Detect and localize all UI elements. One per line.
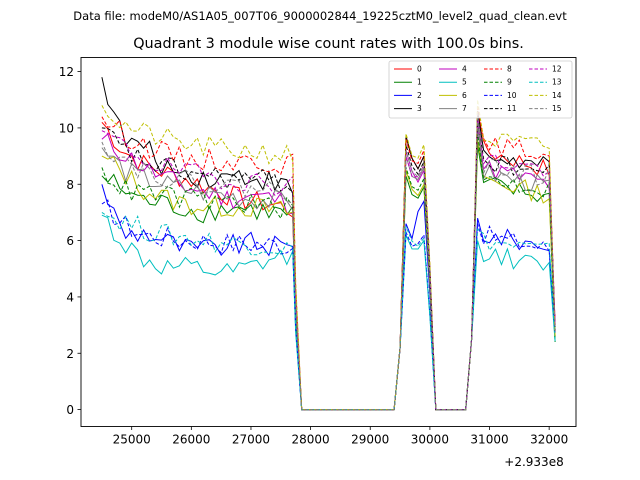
x-tick-label: 32000 [530, 433, 568, 447]
x-tick-label: 25000 [113, 433, 151, 447]
x-tick-label: 30000 [411, 433, 449, 447]
y-tick-label: 8 [66, 178, 74, 192]
legend-frame [388, 60, 573, 119]
series-line-5 [101, 214, 556, 411]
y-tick-label: 10 [59, 121, 74, 135]
legend-label-4: 4 [462, 65, 467, 74]
x-tick-label: 28000 [292, 433, 330, 447]
y-tick-label: 6 [66, 234, 74, 248]
series-line-8 [101, 105, 556, 411]
legend-label-7: 7 [462, 104, 467, 113]
legend-label-12: 12 [552, 65, 562, 74]
x-tick-label: 31000 [470, 433, 508, 447]
x-tick-label: 29000 [351, 433, 389, 447]
legend-label-3: 3 [417, 104, 422, 113]
legend-label-13: 13 [552, 78, 562, 87]
series-line-15 [101, 113, 556, 411]
plot-area: 25000 26000 27000 28000 29000 30000 31000 32000… [59, 57, 577, 469]
series-line-9 [101, 133, 556, 411]
x-tick-label: 27000 [232, 433, 270, 447]
x-axis: 25000 26000 27000 28000 29000 30000 31000 32000 [113, 426, 568, 447]
legend-label-14: 14 [552, 91, 562, 100]
y-tick-label: 2 [66, 347, 74, 361]
y-tick-label: 12 [59, 65, 74, 79]
axes-frame [80, 57, 577, 427]
series-line-2 [101, 184, 556, 411]
legend-label-15: 15 [552, 104, 562, 113]
series-line-4 [101, 127, 556, 411]
legend-label-0: 0 [417, 65, 422, 74]
legend-label-5: 5 [462, 78, 467, 87]
series-line-11 [101, 119, 556, 411]
series-line-12 [101, 116, 556, 411]
series-line-7 [101, 122, 556, 411]
legend-label-8: 8 [507, 65, 512, 74]
y-tick-label: 0 [66, 403, 74, 417]
legend-label-6: 6 [462, 91, 467, 100]
x-tick-label: 26000 [172, 433, 210, 447]
legend-label-11: 11 [507, 104, 517, 113]
y-tick-label: 4 [66, 290, 74, 304]
series-layer [101, 77, 556, 411]
chart-title: Quadrant 3 module wise count rates with … [133, 36, 524, 52]
figure-suptitle: Data file: modeM0/AS1A05_007T06_90000028… [73, 9, 567, 23]
series-line-10 [101, 199, 556, 411]
y-axis: 0 2 4 6 8 10 12 [59, 65, 81, 417]
legend-label-9: 9 [507, 78, 512, 87]
series-line-14 [101, 99, 556, 411]
legend-label-2: 2 [417, 91, 422, 100]
x-offset-text: +2.933e8 [504, 455, 563, 469]
legend-label-1: 1 [417, 78, 422, 87]
legend-label-10: 10 [507, 91, 517, 100]
series-line-6 [101, 139, 556, 411]
